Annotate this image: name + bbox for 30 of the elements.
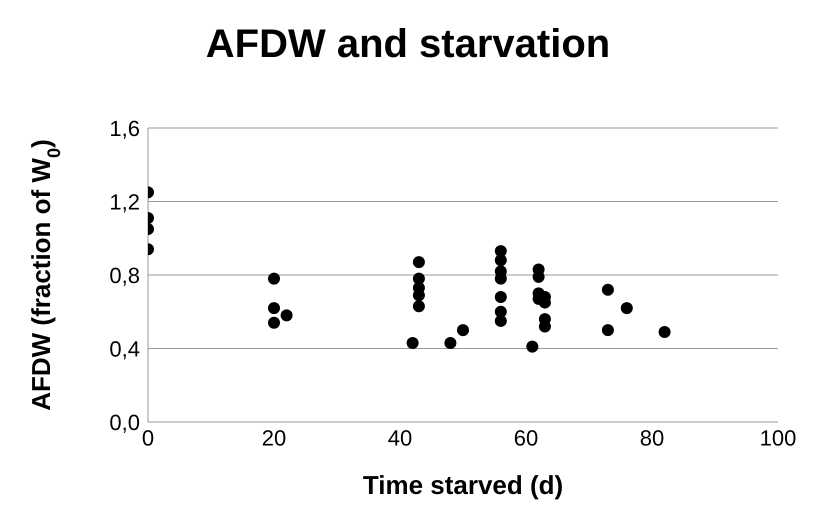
- x-tick-label: 0: [142, 426, 154, 451]
- x-tick-label: 100: [760, 426, 796, 451]
- point: [620, 302, 633, 314]
- x-axis-title: Time starved (d): [362, 470, 564, 500]
- point: [406, 336, 419, 349]
- point: [444, 336, 456, 349]
- point: [280, 309, 293, 322]
- point: [658, 326, 671, 338]
- y-tick-label: 0,4: [109, 336, 140, 362]
- chart-title: AFDW and starvation: [204, 22, 612, 67]
- point: [494, 291, 507, 304]
- point: [526, 340, 538, 353]
- point: [412, 300, 425, 312]
- point: [494, 314, 507, 327]
- point: [268, 302, 280, 314]
- y-tick-label: 1,2: [109, 189, 140, 214]
- y-tick-label: 0,8: [109, 262, 140, 288]
- point: [457, 324, 469, 336]
- x-tick-label: 40: [388, 426, 412, 451]
- point: [412, 256, 425, 268]
- point: [602, 284, 614, 296]
- y-tick-label: 1,6: [109, 116, 140, 141]
- point: [602, 324, 614, 336]
- y-tick-label: 0,0: [109, 410, 140, 435]
- x-tick-label: 80: [640, 426, 664, 451]
- point: [268, 316, 280, 329]
- x-tick-label: 20: [262, 426, 286, 451]
- point: [494, 254, 507, 266]
- point: [268, 272, 280, 285]
- x-tick-label: 60: [514, 426, 538, 451]
